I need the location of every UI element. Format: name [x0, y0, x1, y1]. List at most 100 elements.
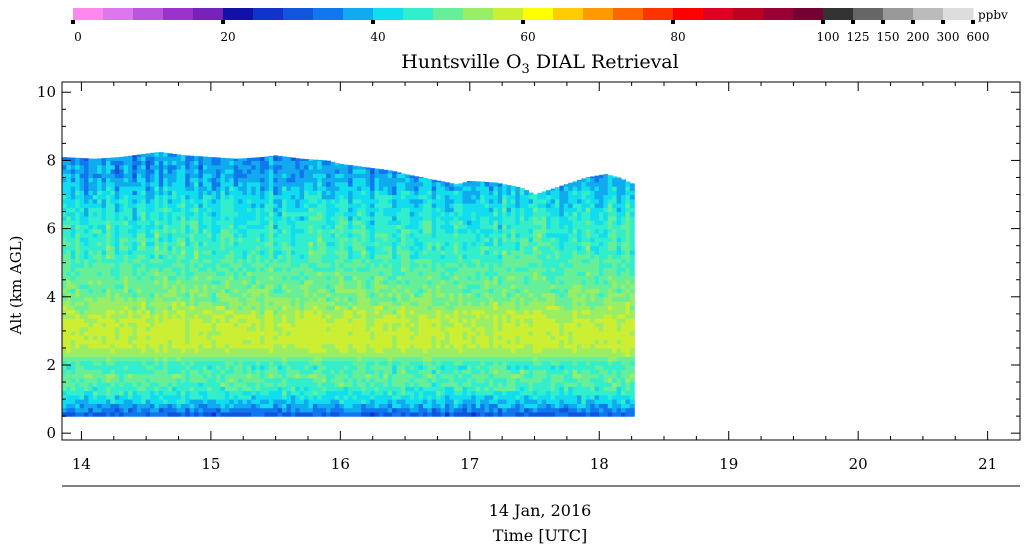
heatmap-cell	[136, 241, 142, 247]
heatmap-cell	[304, 275, 310, 281]
heatmap-cell	[79, 185, 85, 191]
heatmap-cell	[264, 377, 270, 383]
heatmap-cell	[158, 394, 164, 400]
heatmap-cell	[229, 232, 235, 238]
heatmap-cell	[207, 279, 213, 285]
heatmap-cell	[79, 296, 85, 302]
heatmap-cell	[277, 326, 283, 332]
heatmap-cell	[211, 207, 217, 213]
heatmap-cell	[308, 369, 314, 375]
heatmap-cell	[273, 245, 279, 251]
heatmap-cell	[163, 228, 169, 234]
heatmap-cell	[334, 301, 340, 306]
heatmap-cell	[400, 377, 406, 383]
heatmap-cell	[255, 249, 261, 255]
heatmap-cell	[396, 198, 402, 204]
heatmap-cell	[66, 386, 72, 392]
heatmap-cell	[198, 271, 204, 277]
heatmap-cell	[321, 203, 327, 208]
heatmap-cell	[136, 335, 142, 341]
heatmap-cell	[268, 203, 274, 208]
heatmap-cell	[176, 160, 182, 166]
heatmap-cell	[277, 220, 283, 225]
heatmap-cell	[75, 262, 81, 268]
heatmap-cell	[290, 249, 296, 255]
heatmap-cell	[273, 155, 279, 157]
heatmap-cell	[405, 220, 411, 225]
heatmap-cell	[224, 386, 230, 392]
heatmap-cell	[387, 411, 393, 417]
heatmap-cell	[150, 386, 156, 392]
heatmap-cell	[343, 271, 349, 277]
heatmap-cell	[202, 305, 208, 311]
heatmap-cell	[84, 399, 90, 404]
heatmap-cell	[286, 224, 292, 230]
heatmap-cell	[290, 185, 296, 191]
heatmap-cell	[114, 330, 120, 336]
heatmap-cell	[176, 411, 182, 417]
heatmap-cell	[378, 309, 384, 315]
heatmap-cell	[326, 407, 332, 413]
heatmap-cell	[167, 352, 173, 358]
heatmap-cell	[229, 377, 235, 383]
heatmap-cell	[220, 275, 226, 281]
heatmap-cell	[374, 288, 380, 294]
heatmap-cell	[378, 330, 384, 336]
heatmap-cell	[211, 305, 217, 311]
heatmap-cell	[110, 181, 116, 187]
heatmap-cell	[268, 364, 274, 370]
heatmap-cell	[299, 390, 305, 396]
heatmap-cell	[286, 211, 292, 217]
heatmap-cell	[339, 203, 345, 208]
heatmap-cell	[110, 177, 116, 183]
heatmap-cell	[383, 301, 389, 306]
heatmap-cell	[145, 313, 151, 319]
heatmap-cell	[194, 275, 200, 281]
heatmap-cell	[418, 296, 424, 302]
heatmap-cell	[304, 262, 310, 268]
heatmap-cell	[396, 403, 402, 409]
heatmap-cell	[207, 177, 213, 183]
heatmap-cell	[392, 343, 398, 349]
heatmap-cell	[378, 249, 384, 255]
heatmap-cell	[370, 411, 376, 417]
heatmap-cell	[378, 394, 384, 400]
heatmap-cell	[378, 203, 384, 208]
heatmap-cell	[70, 399, 76, 404]
heatmap-cell	[326, 198, 332, 204]
heatmap-cell	[106, 245, 112, 251]
heatmap-cell	[299, 185, 305, 191]
heatmap-cell	[264, 220, 270, 225]
heatmap-cell	[194, 245, 200, 251]
heatmap-cell	[308, 159, 314, 162]
heatmap-cell	[383, 258, 389, 264]
heatmap-cell	[321, 254, 327, 260]
heatmap-cell	[330, 232, 336, 238]
heatmap-cell	[66, 241, 72, 247]
heatmap-cell	[242, 382, 248, 387]
heatmap-cell	[150, 364, 156, 370]
heatmap-cell	[198, 279, 204, 285]
heatmap-cell	[233, 190, 239, 196]
heatmap-cell	[79, 292, 85, 298]
heatmap-cell	[75, 185, 81, 191]
heatmap-cell	[75, 309, 81, 315]
heatmap-cell	[84, 249, 90, 255]
heatmap-cell	[396, 232, 402, 238]
heatmap-cell	[246, 339, 252, 345]
heatmap-cell	[374, 262, 380, 268]
heatmap-cell	[202, 403, 208, 409]
heatmap-cell	[163, 288, 169, 294]
heatmap-cell	[176, 224, 182, 230]
heatmap-cell	[75, 347, 81, 353]
heatmap-cell	[92, 322, 98, 328]
heatmap-cell	[88, 241, 94, 247]
heatmap-cell	[101, 360, 107, 366]
heatmap-cell	[246, 309, 252, 315]
heatmap-cell	[136, 411, 142, 417]
heatmap-cell	[282, 296, 288, 302]
heatmap-cell	[92, 288, 98, 294]
heatmap-cell	[189, 403, 195, 409]
heatmap-cell	[392, 258, 398, 264]
heatmap-cell	[246, 198, 252, 204]
